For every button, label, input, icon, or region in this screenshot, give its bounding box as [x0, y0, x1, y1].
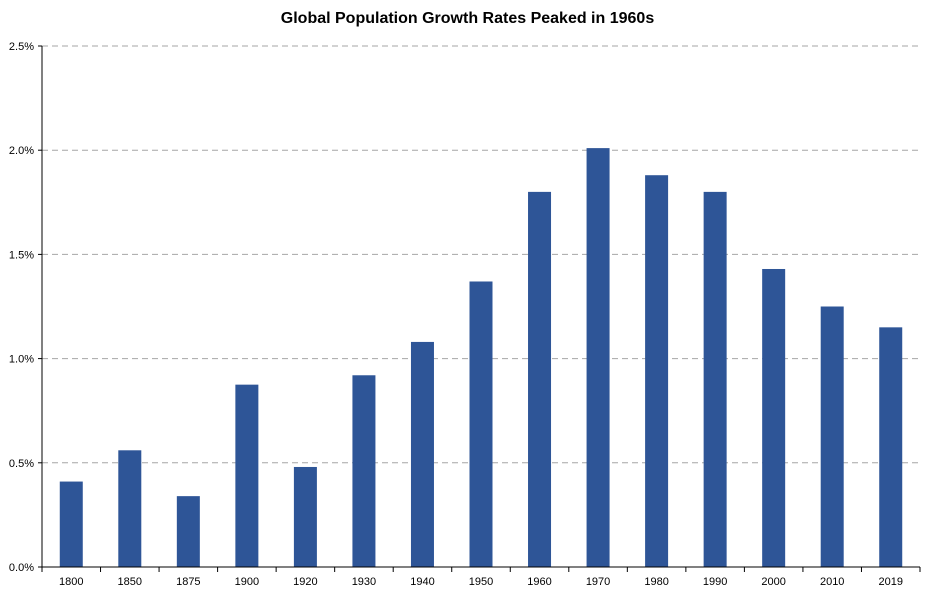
bar: [469, 281, 493, 567]
y-tick-label: 2.5%: [9, 41, 34, 53]
x-tick-label: 1980: [644, 576, 668, 588]
bar: [293, 466, 317, 567]
tick-labels: 0.0% 0.5% 1.0% 1.5% 2.0% 2.5% 1800 1850 1875 1900…: [9, 41, 903, 588]
bar: [410, 341, 434, 567]
bar: [528, 191, 552, 567]
x-tick-label: 1990: [703, 576, 727, 588]
bars: [59, 148, 903, 567]
x-tick-label: 1940: [410, 576, 434, 588]
y-tick-label: 0.0%: [9, 562, 34, 574]
x-tick-label: 1900: [235, 576, 259, 588]
x-tick-label: 1950: [469, 576, 493, 588]
y-tick-label: 0.5%: [9, 458, 34, 470]
bar: [820, 306, 844, 567]
x-tick-label: 2019: [878, 576, 902, 588]
x-tick-label: 2000: [761, 576, 785, 588]
bar: [586, 148, 610, 567]
bar: [762, 268, 786, 567]
y-tick-label: 1.5%: [9, 249, 34, 261]
bar: [645, 175, 669, 567]
bar: [879, 327, 903, 567]
bar: [118, 450, 142, 567]
bar: [703, 191, 727, 567]
x-tick-label: 1970: [586, 576, 610, 588]
bar: [59, 481, 83, 567]
x-tick-label: 1930: [352, 576, 376, 588]
chart-title: Global Population Growth Rates Peaked in…: [280, 10, 655, 27]
y-tick-label: 2.0%: [9, 145, 34, 157]
x-tick-label: 1850: [118, 576, 142, 588]
bar: [352, 375, 376, 567]
x-tick-label: 1800: [59, 576, 83, 588]
bar: [235, 384, 259, 567]
axes: [38, 45, 921, 572]
y-tick-label: 1.0%: [9, 354, 34, 366]
x-tick-label: 2010: [820, 576, 844, 588]
bar: [176, 496, 200, 567]
x-tick-label: 1920: [293, 576, 317, 588]
x-tick-label: 1875: [176, 576, 200, 588]
x-tick-label: 1960: [527, 576, 551, 588]
